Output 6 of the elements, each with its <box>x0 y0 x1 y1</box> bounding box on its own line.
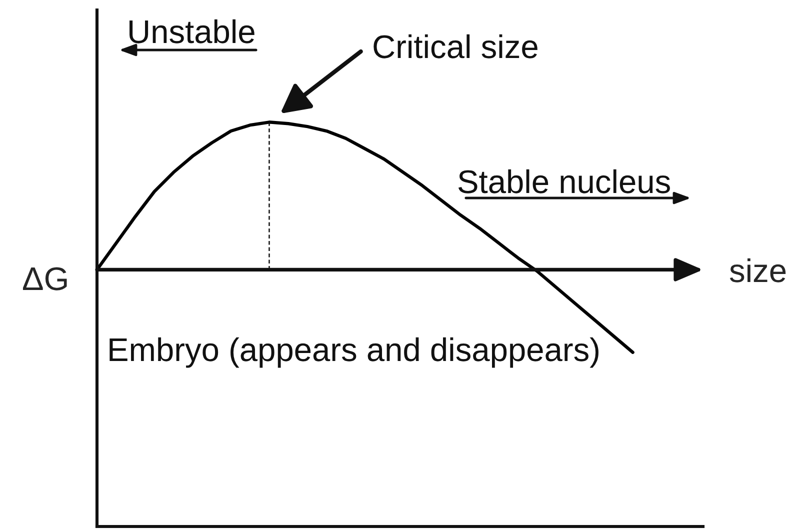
annotation: Embryo (appears and disappears) <box>110 337 598 368</box>
y-axis-title: ΔG <box>22 267 67 290</box>
text: Critical size <box>374 34 538 58</box>
annotation: Stable nucleus <box>458 169 670 194</box>
text: Unstable <box>130 19 254 44</box>
x-axis-title: size <box>730 258 786 282</box>
